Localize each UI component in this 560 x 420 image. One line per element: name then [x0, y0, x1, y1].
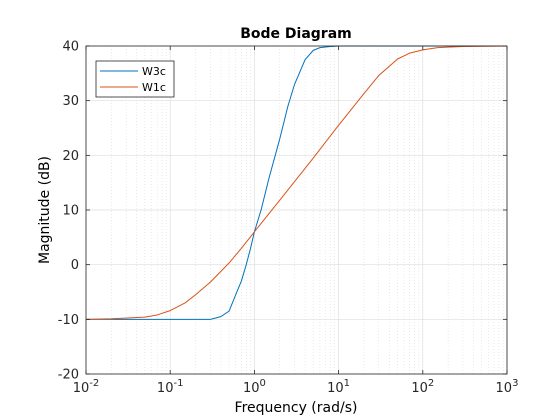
y-tick-label: -10 — [58, 313, 79, 328]
y-tick-label: 0 — [71, 258, 79, 273]
x-tick-label: 101 — [327, 378, 350, 396]
y-axis-label: Magnitude (dB) — [37, 156, 53, 264]
chart-title: Bode Diagram — [240, 26, 352, 42]
y-tick-label: -20 — [58, 368, 79, 383]
y-tick-label: 30 — [62, 94, 79, 109]
x-axis-label: Frequency (rad/s) — [235, 400, 358, 416]
grid — [85, 45, 508, 375]
x-tick-label: 103 — [496, 378, 519, 396]
series-line-w1c — [85, 45, 508, 320]
x-tick-label: 102 — [411, 378, 434, 396]
legend-box — [95, 60, 175, 98]
y-tick-label: 20 — [62, 149, 79, 164]
x-tick-label: 100 — [243, 378, 266, 396]
tick-labels: 10-2 10-1 100 101 102 103 -20 -10 0 10 20 30 40 — [58, 40, 519, 397]
legend: W3c W1c — [95, 60, 175, 98]
y-tick-label: 40 — [62, 40, 79, 55]
x-tick-label: 10-1 — [157, 378, 184, 396]
y-tick-label: 10 — [62, 204, 79, 219]
ticks — [85, 45, 508, 375]
x-tick-label: 10-2 — [73, 378, 100, 396]
series-layer — [85, 45, 508, 320]
legend-label-w1c: W1c — [142, 81, 166, 94]
legend-label-w3c: W3c — [142, 65, 166, 78]
